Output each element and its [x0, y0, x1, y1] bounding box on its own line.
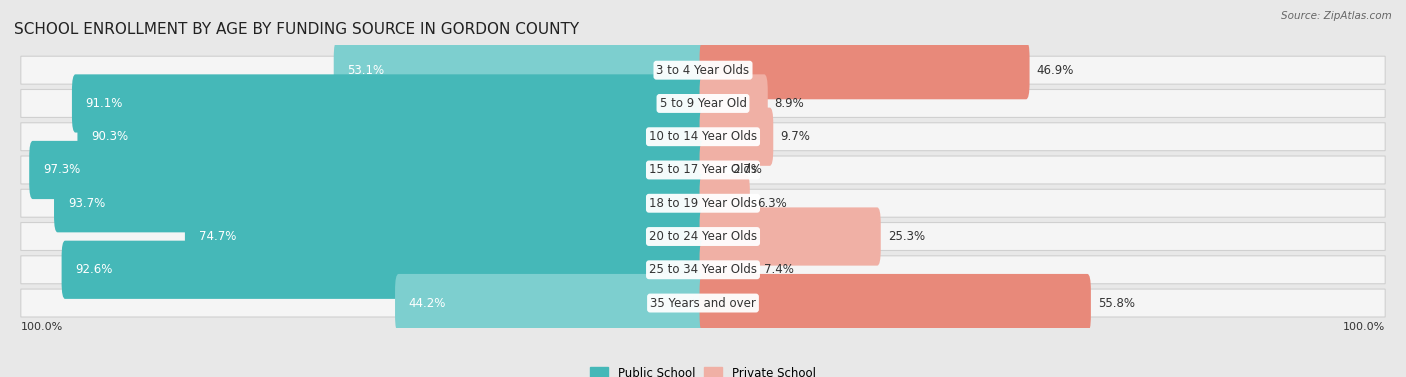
Text: 44.2%: 44.2% — [409, 297, 446, 310]
FancyBboxPatch shape — [21, 156, 1385, 184]
FancyBboxPatch shape — [21, 289, 1385, 317]
FancyBboxPatch shape — [21, 256, 1385, 284]
Text: 25 to 34 Year Olds: 25 to 34 Year Olds — [650, 263, 756, 276]
FancyBboxPatch shape — [700, 274, 1091, 332]
Text: 53.1%: 53.1% — [347, 64, 385, 77]
Text: 3 to 4 Year Olds: 3 to 4 Year Olds — [657, 64, 749, 77]
Text: 93.7%: 93.7% — [67, 197, 105, 210]
FancyBboxPatch shape — [395, 274, 706, 332]
Text: 10 to 14 Year Olds: 10 to 14 Year Olds — [650, 130, 756, 143]
Text: 100.0%: 100.0% — [1343, 322, 1385, 332]
FancyBboxPatch shape — [21, 123, 1385, 151]
FancyBboxPatch shape — [21, 56, 1385, 84]
Text: 100.0%: 100.0% — [21, 322, 63, 332]
FancyBboxPatch shape — [72, 74, 706, 133]
Text: SCHOOL ENROLLMENT BY AGE BY FUNDING SOURCE IN GORDON COUNTY: SCHOOL ENROLLMENT BY AGE BY FUNDING SOUR… — [14, 22, 579, 37]
Text: 74.7%: 74.7% — [198, 230, 236, 243]
FancyBboxPatch shape — [700, 41, 1029, 99]
Text: 15 to 17 Year Olds: 15 to 17 Year Olds — [650, 164, 756, 176]
Text: 6.3%: 6.3% — [756, 197, 786, 210]
Text: 5 to 9 Year Old: 5 to 9 Year Old — [659, 97, 747, 110]
FancyBboxPatch shape — [700, 207, 880, 266]
FancyBboxPatch shape — [21, 89, 1385, 117]
FancyBboxPatch shape — [30, 141, 706, 199]
Text: 55.8%: 55.8% — [1098, 297, 1135, 310]
Text: 7.4%: 7.4% — [765, 263, 794, 276]
FancyBboxPatch shape — [21, 222, 1385, 250]
Text: 20 to 24 Year Olds: 20 to 24 Year Olds — [650, 230, 756, 243]
Text: 2.7%: 2.7% — [733, 164, 762, 176]
FancyBboxPatch shape — [77, 107, 706, 166]
Text: 92.6%: 92.6% — [76, 263, 112, 276]
FancyBboxPatch shape — [21, 189, 1385, 217]
FancyBboxPatch shape — [186, 207, 706, 266]
Text: 9.7%: 9.7% — [780, 130, 810, 143]
FancyBboxPatch shape — [62, 241, 706, 299]
FancyBboxPatch shape — [700, 107, 773, 166]
Legend: Public School, Private School: Public School, Private School — [586, 362, 820, 377]
Text: 35 Years and over: 35 Years and over — [650, 297, 756, 310]
Text: 25.3%: 25.3% — [887, 230, 925, 243]
Text: 18 to 19 Year Olds: 18 to 19 Year Olds — [650, 197, 756, 210]
FancyBboxPatch shape — [53, 174, 706, 232]
Text: 90.3%: 90.3% — [91, 130, 128, 143]
FancyBboxPatch shape — [700, 74, 768, 133]
FancyBboxPatch shape — [700, 241, 758, 299]
FancyBboxPatch shape — [700, 141, 725, 199]
Text: 8.9%: 8.9% — [775, 97, 804, 110]
Text: Source: ZipAtlas.com: Source: ZipAtlas.com — [1281, 11, 1392, 21]
FancyBboxPatch shape — [700, 174, 749, 232]
Text: 91.1%: 91.1% — [86, 97, 124, 110]
Text: 46.9%: 46.9% — [1036, 64, 1074, 77]
FancyBboxPatch shape — [333, 41, 706, 99]
Text: 97.3%: 97.3% — [44, 164, 80, 176]
